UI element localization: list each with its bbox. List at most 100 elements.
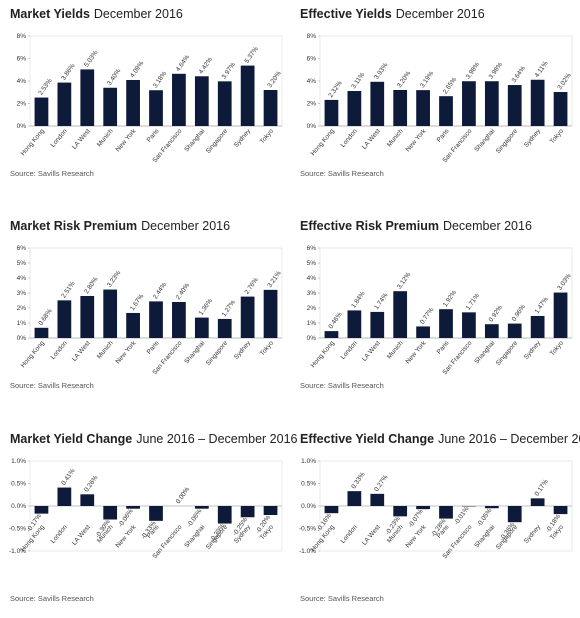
bar	[103, 87, 118, 126]
value-label: 2.76%	[244, 276, 260, 295]
x-tick-label: Singapore	[495, 127, 520, 154]
source-note: Source: Savills Research	[300, 594, 384, 603]
bar	[347, 310, 362, 338]
value-label: 1.47%	[534, 296, 550, 315]
x-tick-label: London	[340, 524, 360, 545]
bar	[34, 97, 49, 126]
x-tick-label: Shanghai	[183, 524, 206, 550]
title-period: December 2016	[396, 7, 485, 21]
value-label: 4.42%	[198, 56, 214, 75]
bar	[439, 96, 453, 126]
chart-title: Market Yields December 2016	[10, 7, 183, 21]
title-main: Effective Risk Premium	[300, 219, 439, 233]
y-tick-label: 0.0%	[301, 503, 316, 510]
x-tick-label: Sydney	[523, 127, 543, 149]
value-label: 4.09%	[129, 60, 145, 79]
x-tick-label: Paris	[436, 127, 451, 143]
value-label: 2.40%	[175, 282, 191, 301]
y-tick-label: 4%	[307, 78, 317, 85]
y-tick-label: -1.0%	[9, 548, 26, 555]
y-tick-label: 2%	[307, 101, 317, 108]
value-label: 0.96%	[511, 303, 527, 322]
x-tick-label: Tokyo	[549, 127, 566, 145]
bar	[439, 506, 453, 519]
x-tick-label: Singapore	[495, 339, 520, 366]
value-label: 3.64%	[511, 65, 527, 84]
value-label: 4.64%	[175, 54, 191, 73]
x-tick-label: Shanghai	[473, 128, 496, 154]
bar	[393, 90, 408, 126]
source-note: Source: Savills Research	[10, 381, 94, 390]
x-tick-label: New York	[115, 127, 138, 153]
x-tick-label: LA West	[361, 128, 382, 151]
x-tick-label: LA West	[71, 128, 92, 151]
bar	[553, 292, 568, 338]
y-tick-label: 8%	[17, 33, 27, 40]
bar	[149, 506, 163, 521]
bar	[393, 506, 408, 517]
bar	[484, 506, 499, 509]
y-tick-label: 0%	[307, 335, 317, 342]
bar	[126, 312, 140, 338]
bar	[393, 291, 408, 338]
bar	[126, 506, 140, 509]
bar	[80, 296, 95, 338]
x-tick-label: Hong Kong	[20, 339, 47, 369]
chart-panel: Effective Yield Change June 2016 – Decemb…	[299, 432, 580, 603]
chart-title: Effective Risk Premium December 2016	[300, 219, 532, 233]
chart-panel: Market Yield Change June 2016 – December …	[9, 432, 298, 603]
x-tick-label: Hong Kong	[310, 339, 337, 369]
bar	[194, 76, 209, 126]
x-tick-label: London	[50, 128, 70, 149]
bar	[149, 301, 163, 338]
value-label: 0.00%	[175, 486, 191, 505]
bar	[416, 90, 430, 126]
bar	[217, 81, 232, 126]
bar	[324, 331, 339, 338]
x-tick-label: Munich	[96, 128, 115, 149]
value-label: 0.33%	[350, 471, 366, 490]
y-tick-label: 5%	[17, 260, 27, 267]
title-main: Market Risk Premium	[10, 219, 137, 233]
bar	[80, 494, 95, 506]
bar	[149, 90, 163, 126]
bar	[172, 302, 186, 338]
x-tick-label: London	[50, 524, 70, 545]
value-label: 4.11%	[534, 60, 550, 79]
title-main: Effective Yield Change	[300, 432, 434, 446]
y-tick-label: 0%	[17, 335, 27, 342]
bar	[507, 506, 522, 523]
x-tick-label: New York	[405, 127, 428, 153]
bar	[240, 296, 255, 338]
x-tick-label: New York	[115, 339, 138, 365]
x-tick-label: Singapore	[205, 127, 230, 154]
bar	[57, 300, 72, 338]
bar	[370, 493, 385, 506]
value-label: 2.80%	[83, 276, 99, 295]
bar	[530, 498, 545, 506]
value-label: 1.92%	[442, 289, 458, 308]
x-tick-label: Munich	[386, 340, 405, 361]
bar	[240, 506, 255, 518]
x-tick-label: LA West	[71, 340, 92, 363]
x-tick-label: Shanghai	[183, 340, 206, 366]
y-tick-label: 8%	[307, 33, 317, 40]
x-tick-label: Munich	[386, 128, 405, 149]
x-tick-label: New York	[405, 523, 428, 549]
bar	[347, 91, 362, 126]
y-tick-label: 6%	[17, 245, 27, 252]
source-note: Source: Savills Research	[300, 381, 384, 390]
value-label: 3.12%	[396, 271, 412, 290]
y-tick-label: 6%	[307, 245, 317, 252]
x-tick-label: Tokyo	[549, 339, 566, 357]
x-tick-label: Tokyo	[259, 127, 276, 145]
bar	[484, 324, 499, 338]
value-label: 5.03%	[83, 49, 99, 68]
y-tick-label: 0.5%	[11, 481, 26, 488]
value-label: 0.92%	[488, 304, 504, 323]
value-label: 3.02%	[556, 72, 572, 91]
title-period: June 2016 – December 2016	[136, 432, 297, 446]
x-tick-label: Sydney	[523, 339, 543, 361]
chart-title: Market Risk Premium December 2016	[10, 219, 230, 233]
y-tick-label: 4%	[17, 78, 27, 85]
